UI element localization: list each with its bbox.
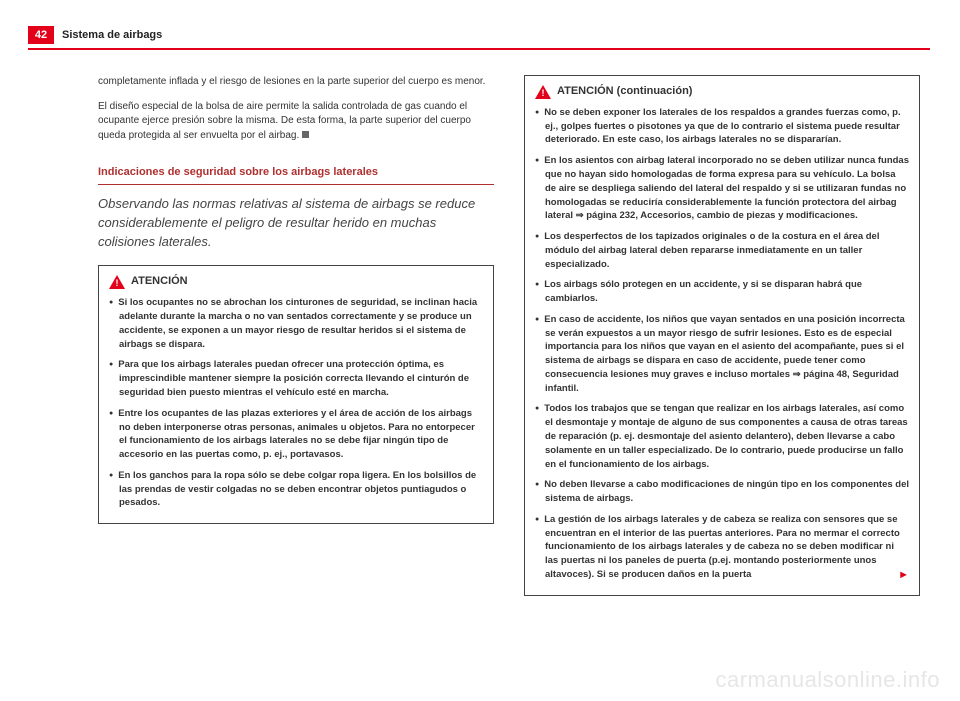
warning-item: La gestión de los airbags laterales y de… xyxy=(535,513,909,582)
continued-arrow-icon: ► xyxy=(908,568,909,584)
warning-item: Todos los trabajos que se tengan que rea… xyxy=(535,402,909,471)
lead-paragraph: Observando las normas relativas al siste… xyxy=(98,195,494,252)
page-content: completamente inflada y el riesgo de les… xyxy=(98,75,920,671)
paragraph-text: El diseño especial de la bolsa de aire p… xyxy=(98,101,471,141)
warning-box: ATENCIÓN Si los ocupantes no se abrochan… xyxy=(98,265,494,524)
subsection-heading: Indicaciones de seguridad sobre los airb… xyxy=(98,165,494,185)
warning-item: En los ganchos para la ropa sólo se debe… xyxy=(109,469,483,510)
warning-item: En los asientos con airbag lateral incor… xyxy=(535,154,909,223)
warning-item: No deben llevarse a cabo modificaciones … xyxy=(535,478,909,506)
paragraph: El diseño especial de la bolsa de aire p… xyxy=(98,100,494,144)
warning-box-continued: ATENCIÓN (continuación) No se deben expo… xyxy=(524,75,920,596)
warning-header: ATENCIÓN xyxy=(109,274,483,290)
header-divider xyxy=(28,48,930,50)
warning-item: Para que los airbags laterales puedan of… xyxy=(109,358,483,399)
warning-title: ATENCIÓN (continuación) xyxy=(557,84,692,100)
warning-triangle-icon xyxy=(535,85,551,99)
page-number-badge: 42 xyxy=(28,26,54,44)
warning-list: Si los ocupantes no se abrochan los cint… xyxy=(109,296,483,510)
paragraph: completamente inflada y el riesgo de les… xyxy=(98,75,494,90)
warning-item-text: La gestión de los airbags laterales y de… xyxy=(544,514,900,580)
warning-title: ATENCIÓN xyxy=(131,274,188,290)
warning-list: No se deben exponer los laterales de los… xyxy=(535,106,909,582)
warning-item: Los desperfectos de los tapizados origin… xyxy=(535,230,909,271)
warning-item: No se deben exponer los laterales de los… xyxy=(535,106,909,147)
watermark: carmanualsonline.info xyxy=(715,667,940,693)
warning-item: Entre los ocupantes de las plazas exteri… xyxy=(109,407,483,462)
warning-triangle-icon xyxy=(109,275,125,289)
warning-item: Los airbags sólo protegen en un accident… xyxy=(535,278,909,306)
end-mark-icon xyxy=(302,131,309,138)
warning-item: Si los ocupantes no se abrochan los cint… xyxy=(109,296,483,351)
warning-header: ATENCIÓN (continuación) xyxy=(535,84,909,100)
section-title: Sistema de airbags xyxy=(62,29,162,41)
warning-item: En caso de accidente, los niños que vaya… xyxy=(535,313,909,396)
